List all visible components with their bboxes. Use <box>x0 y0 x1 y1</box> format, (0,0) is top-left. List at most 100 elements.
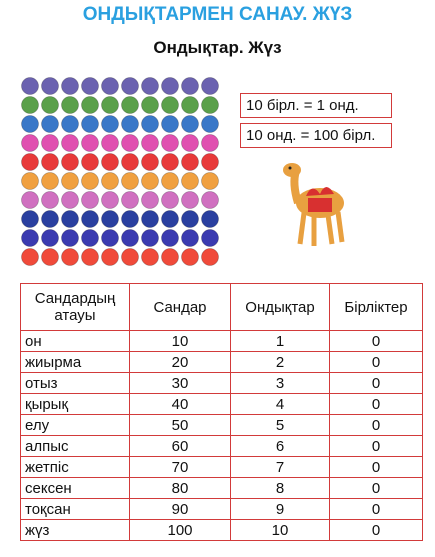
button-icon <box>161 153 179 171</box>
button-icon <box>41 115 59 133</box>
button-icon <box>61 153 79 171</box>
button-icon <box>201 191 219 209</box>
button-icon <box>161 248 179 266</box>
table-body: он 10 1 0 жиырма 20 2 0 отыз 30 3 0 қырық 40 4 0 елу 50 5 0… <box>20 330 423 541</box>
table-cell: алпыс <box>20 435 130 457</box>
button-icon <box>61 210 79 228</box>
button-icon <box>101 229 119 247</box>
button-icon <box>81 172 99 190</box>
button-icon <box>21 210 39 228</box>
table-cell: 20 <box>129 351 231 373</box>
button-icon <box>101 248 119 266</box>
table-cell: 30 <box>129 372 231 394</box>
button-icon <box>61 229 79 247</box>
camel-illustration <box>283 163 345 246</box>
button-icon <box>161 96 179 114</box>
button-icon <box>141 134 159 152</box>
button-icon <box>61 134 79 152</box>
table-cell: елу <box>20 414 130 436</box>
table-cell: 0 <box>329 330 423 352</box>
table-cell: 50 <box>129 414 231 436</box>
button-icon <box>61 115 79 133</box>
numbers-table: Сандардың атауы Сандар Ондықтар Бірлікте… <box>20 283 423 541</box>
table-cell: 0 <box>329 435 423 457</box>
table-cell: 60 <box>129 435 231 457</box>
button-icon <box>141 96 159 114</box>
button-icon <box>181 229 199 247</box>
table-row: алпыс 60 6 0 <box>20 435 423 457</box>
button-icon <box>201 77 219 95</box>
table-cell: 10 <box>230 519 330 541</box>
button-icon <box>121 191 139 209</box>
column-header: Сандар <box>129 283 231 331</box>
button-icon <box>181 210 199 228</box>
button-icon <box>21 115 39 133</box>
button-icon <box>41 172 59 190</box>
table-row: тоқсан 90 9 0 <box>20 498 423 520</box>
button-icon <box>101 96 119 114</box>
button-icon <box>21 248 39 266</box>
button-icon <box>181 115 199 133</box>
button-icon <box>121 229 139 247</box>
button-icon <box>81 229 99 247</box>
button-icon <box>181 77 199 95</box>
button-icon <box>141 153 159 171</box>
table-cell: жүз <box>20 519 130 541</box>
button-icon <box>101 191 119 209</box>
button-icon <box>141 210 159 228</box>
button-icon <box>121 210 139 228</box>
table-cell: 0 <box>329 519 423 541</box>
button-icon <box>181 134 199 152</box>
button-icon <box>161 134 179 152</box>
table-cell: 5 <box>230 414 330 436</box>
table-cell: 80 <box>129 477 231 499</box>
button-icon <box>81 248 99 266</box>
button-icon <box>181 191 199 209</box>
button-icon <box>41 134 59 152</box>
button-icon <box>81 115 99 133</box>
table-cell: 6 <box>230 435 330 457</box>
table-cell: қырық <box>20 393 130 415</box>
column-header: Ондықтар <box>230 283 330 331</box>
column-header: Бірліктер <box>329 283 423 331</box>
table-cell: 0 <box>329 414 423 436</box>
table-cell: 40 <box>129 393 231 415</box>
table-cell: 100 <box>129 519 231 541</box>
table-cell: 0 <box>329 372 423 394</box>
button-icon <box>161 229 179 247</box>
button-icon <box>141 172 159 190</box>
button-icon <box>161 172 179 190</box>
table-cell: 0 <box>329 498 423 520</box>
button-icon <box>81 210 99 228</box>
button-icon <box>181 248 199 266</box>
button-icon <box>101 210 119 228</box>
table-cell: 90 <box>129 498 231 520</box>
button-icon <box>41 210 59 228</box>
button-icon <box>161 210 179 228</box>
table-cell: тоқсан <box>20 498 130 520</box>
button-icon <box>81 191 99 209</box>
table-cell: 3 <box>230 372 330 394</box>
button-icon <box>61 77 79 95</box>
button-icon <box>81 153 99 171</box>
table-row: елу 50 5 0 <box>20 414 423 436</box>
button-icon <box>141 191 159 209</box>
button-icon <box>21 77 39 95</box>
button-icon <box>81 96 99 114</box>
button-icon <box>201 96 219 114</box>
rule-box: 10 бірл. = 1 онд. <box>240 93 392 118</box>
button-icon <box>101 115 119 133</box>
button-icon <box>21 191 39 209</box>
button-icon <box>101 77 119 95</box>
button-icon <box>21 96 39 114</box>
page-title: ОНДЫҚТАРМЕН САНАУ. ЖҮЗ <box>82 4 353 25</box>
button-icon <box>121 115 139 133</box>
button-icon <box>181 153 199 171</box>
button-icon <box>21 172 39 190</box>
rule-box: 10 онд. = 100 бірл. <box>240 123 392 148</box>
button-icon <box>181 172 199 190</box>
button-icon <box>41 153 59 171</box>
header-row: Сандардың атауы Сандар Ондықтар Бірлікте… <box>20 283 423 331</box>
button-icon <box>141 115 159 133</box>
button-icon <box>121 248 139 266</box>
